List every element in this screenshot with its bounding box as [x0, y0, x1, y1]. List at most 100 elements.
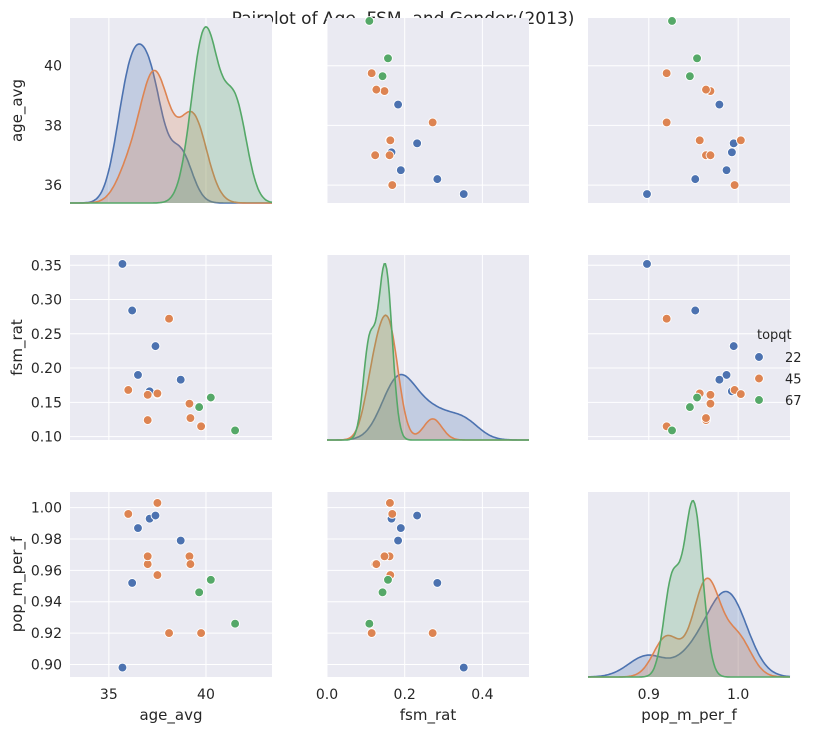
- scatter-point-45: [142, 389, 153, 400]
- scatter-point-22: [133, 370, 143, 380]
- y-axis-label-age_avg: age_avg: [8, 79, 27, 142]
- x-tick-label: 0.0: [316, 687, 338, 703]
- panel-fsm_rat-vs-age_avg: [70, 255, 272, 440]
- y-tick-label: 0.98: [31, 532, 62, 548]
- scatter-point-45: [735, 135, 746, 146]
- scatter-point-22: [175, 535, 186, 546]
- scatter-point-45: [379, 551, 390, 562]
- scatter-point-45: [729, 180, 740, 190]
- y-ticks-fsm_rat: 0.10 0.15 0.20 0.25 0.30 0.35: [31, 258, 62, 445]
- y-axis-label-fsm_rat: fsm_rat: [8, 319, 27, 376]
- scatter-point-45: [661, 117, 672, 128]
- scatter-point-22: [395, 165, 406, 176]
- scatter-point-45: [385, 498, 395, 508]
- scatter-point-45: [661, 68, 672, 79]
- scatter-point-22: [721, 165, 732, 176]
- scatter-point-22: [642, 189, 652, 199]
- gridlines: [326, 492, 529, 677]
- scatter-point-22: [150, 341, 161, 351]
- y-tick-label: 36: [44, 178, 62, 194]
- legend-title: topqt: [757, 328, 792, 343]
- scatter-point-22: [432, 578, 443, 588]
- scatter-point-67: [377, 587, 388, 598]
- kde-area-22: [70, 44, 272, 203]
- scatter-point-67: [205, 574, 216, 585]
- scatter-point-22: [721, 370, 732, 380]
- scatter-point-67: [692, 392, 702, 403]
- scatter-point-45: [371, 84, 382, 95]
- y-ticks-pop_m_per_f: 0.90 0.92 0.94 0.96 0.98 1.00: [31, 501, 62, 674]
- y-tick-label: 0.92: [31, 626, 62, 642]
- scatter-point-67: [377, 71, 388, 82]
- scatter-point-22: [150, 510, 161, 521]
- panel-background: [327, 492, 529, 677]
- scatter-point-45: [164, 313, 174, 324]
- scatter-point-45: [387, 180, 398, 190]
- kde-line-67: [70, 25, 273, 204]
- scatter-point-45: [184, 398, 195, 409]
- scatter-point-22: [728, 341, 739, 351]
- legend-entry-label: 22: [785, 351, 802, 366]
- scatter-point-45: [379, 86, 390, 96]
- scatter-point-45: [384, 150, 395, 161]
- y-ticks-age_avg: 36 38 40: [44, 59, 62, 194]
- panel-age_avg-vs-fsm_rat: [326, 16, 529, 203]
- scatter-point-45: [196, 421, 206, 432]
- x-ticks-age_avg: 35 40: [100, 687, 215, 703]
- scatter-point-67: [364, 16, 375, 26]
- scatter-point-67: [194, 402, 205, 412]
- x-tick-label: 0.9: [638, 687, 660, 703]
- x-tick-label: 1.0: [727, 687, 749, 703]
- scatter-point-45: [185, 559, 196, 569]
- scatter-point-22: [714, 99, 725, 110]
- panel-background: [327, 18, 529, 203]
- panel-pop_m_per_f-vs-fsm_rat: [326, 492, 529, 677]
- kde-line-45: [70, 69, 272, 204]
- scatter-point-67: [667, 16, 677, 26]
- x-ticks-fsm_rat: 0.0 0.2 0.4: [316, 687, 494, 703]
- scatter-point-45: [185, 413, 196, 423]
- x-axis-label-age_avg: age_avg: [139, 706, 202, 725]
- y-tick-label: 1.00: [31, 501, 62, 517]
- panel-background: [70, 492, 272, 677]
- y-tick-label: 0.30: [31, 293, 62, 309]
- scatter-point-45: [123, 509, 134, 519]
- panel-age_avg-vs-age_avg: [70, 18, 273, 204]
- x-axis-label-pop_m_per_f: pop_m_per_f: [641, 706, 737, 725]
- scatter-point-22: [393, 99, 403, 110]
- scatter-point-22: [458, 189, 469, 199]
- scatter-point-45: [694, 135, 705, 146]
- scatter-point-45: [705, 389, 716, 400]
- scatter-point-67: [230, 425, 240, 436]
- scatter-point-67: [205, 392, 216, 403]
- scatter-point-22: [175, 374, 186, 385]
- scatter-point-22: [690, 305, 701, 316]
- panel-background: [70, 255, 272, 440]
- scatter-point-22: [642, 259, 652, 269]
- scatter-point-45: [366, 68, 377, 79]
- pairplot-panels: 36 38 40 age_avg 0.10 0.15 0.20 0.25 0.30 0.35 fsm…: [8, 16, 791, 725]
- kde-line-22: [327, 373, 529, 441]
- y-tick-label: 0.25: [31, 327, 62, 343]
- scatter-point-45: [123, 385, 134, 395]
- kde-area-67: [70, 26, 272, 203]
- gridlines: [648, 492, 739, 677]
- scatter-point-45: [142, 551, 153, 562]
- panel-background: [588, 18, 790, 203]
- scatter-point-22: [690, 174, 701, 184]
- scatter-point-45: [152, 498, 163, 508]
- y-tick-label: 40: [44, 59, 62, 75]
- scatter-point-45: [387, 509, 398, 519]
- panel-background: [70, 18, 272, 203]
- gridlines: [70, 492, 272, 677]
- scatter-point-45: [366, 628, 377, 638]
- scatter-point-45: [735, 389, 746, 399]
- panel-background: [588, 255, 790, 440]
- kde-area-22: [588, 591, 790, 677]
- scatter-point-45: [142, 415, 153, 425]
- scatter-point-67: [364, 618, 375, 629]
- scatter-point-22: [458, 662, 469, 673]
- scatter-point-67: [685, 402, 695, 412]
- y-tick-label: 0.94: [31, 595, 62, 611]
